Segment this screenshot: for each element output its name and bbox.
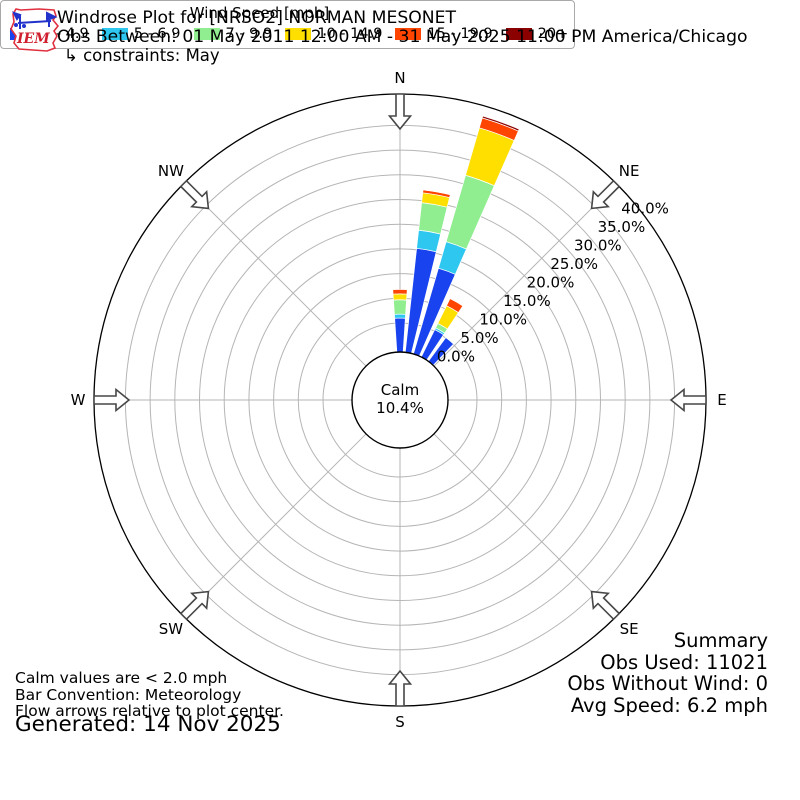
summary-avg-speed: Avg Speed: 6.2 mph: [570, 693, 768, 717]
legend-label: 20+: [537, 26, 569, 42]
flow-arrow-n: [387, 93, 413, 131]
calm-circle: [351, 351, 449, 449]
windrose-bar-segment: [446, 298, 464, 314]
grid-spoke: [433, 183, 617, 367]
flow-arrows-note: Flow arrows relative to plot center.: [15, 702, 284, 720]
windrose-bar-segment: [481, 115, 520, 132]
calm-note: Calm values are < 2.0 mph: [15, 669, 228, 687]
windrose-bar-segment: [394, 317, 406, 353]
flow-arrow-se: [590, 590, 621, 621]
weather-vane-icon: [12, 11, 58, 29]
flow-arrow-s: [387, 669, 413, 707]
grid-spoke: [433, 433, 617, 617]
flow-arrow-e: [669, 387, 707, 413]
page-title: Windrose Plot for [NRSO2] NORMAN MESONET: [57, 8, 456, 28]
compass-label-w: W: [71, 391, 86, 409]
windrose-bar-segment: [422, 189, 451, 196]
compass-label-sw: SW: [159, 620, 184, 638]
radial-tick-label: 30.0%: [574, 237, 622, 255]
calm-label: Calm: [381, 381, 419, 399]
summary-block: Summary Obs Used: 11021 Obs Without Wind…: [567, 630, 768, 716]
compass-label-se: SE: [620, 620, 639, 638]
calm-percent: 10.4%: [376, 399, 424, 417]
windrose-bar-segment: [393, 299, 407, 315]
legend-entry: 15 - 19.9: [395, 26, 493, 42]
flow-arrow-nw: [179, 179, 210, 210]
grid-spoke: [183, 183, 367, 367]
flow-arrow-sw: [179, 590, 210, 621]
radial-tick-label: 0.0%: [437, 347, 475, 365]
windrose-bar-segment: [392, 289, 408, 295]
flow-arrow-ne: [590, 179, 621, 210]
radial-tick-label: 40.0%: [621, 200, 669, 218]
radial-tick-label: 20.0%: [527, 273, 575, 291]
compass-label-n: N: [394, 69, 405, 87]
legend-swatch: [285, 28, 312, 40]
summary-heading: Summary: [673, 629, 768, 652]
radial-tick-label: 15.0%: [503, 292, 551, 310]
radial-tick-label: 10.0%: [479, 310, 527, 328]
radial-tick-label: 5.0%: [461, 329, 499, 347]
legend-label: 5 - 6.9: [133, 26, 181, 42]
legend-entry: 7 - 9.9: [193, 26, 273, 42]
generated-timestamp: Generated: 14 Nov 2025: [15, 712, 281, 737]
compass-label-ne: NE: [619, 162, 640, 180]
summary-obs-without-wind: Obs Without Wind: 0: [567, 672, 768, 695]
legend-swatch: [193, 28, 220, 40]
compass-label-s: S: [395, 713, 405, 731]
legend-entry: 20+: [505, 26, 569, 42]
legend-title: Wind Speed [mph]: [189, 4, 330, 22]
windrose-bar-segment: [394, 313, 406, 319]
page-subtitle: Obs Between: 01 May 2011 12:00 AM - 31 M…: [57, 27, 748, 47]
legend-label: 15 - 19.9: [427, 26, 493, 42]
radial-tick-label: 35.0%: [598, 218, 646, 236]
plot-notes: Calm values are < 2.0 mph Bar Convention…: [15, 670, 284, 720]
legend-entry: 5 - 6.9: [101, 26, 181, 42]
summary-obs-used: Obs Used: 11021: [600, 650, 768, 674]
legend-swatch: [395, 28, 422, 40]
windrose-bar-segment: [445, 174, 495, 250]
compass-label-e: E: [717, 391, 726, 409]
flow-arrow-w: [93, 387, 131, 413]
iem-logo-text: IEM: [16, 31, 50, 47]
radial-tick-label: 25.0%: [550, 255, 598, 273]
bar-convention-note: Bar Convention: Meteorology: [15, 685, 242, 704]
legend-label: 10 - 14.9: [317, 26, 383, 42]
windrose-bar-segment: [392, 293, 408, 301]
windrose-bar-segment: [446, 335, 456, 344]
legend-entry: 10 - 14.9: [285, 26, 382, 42]
compass-label-nw: NW: [158, 162, 184, 180]
constraints-note: ↳ constraints: May: [64, 46, 220, 65]
grid-spoke: [183, 433, 367, 617]
legend-swatch: [505, 28, 532, 40]
legend-swatch: [101, 28, 128, 40]
iem-logo: IEM: [10, 8, 60, 52]
legend-label: 7 - 9.9: [225, 26, 273, 42]
legend: Wind Speed [mph] 2 - 4.9 5 - 6.9 7 - 9.9 10…: [0, 0, 575, 49]
